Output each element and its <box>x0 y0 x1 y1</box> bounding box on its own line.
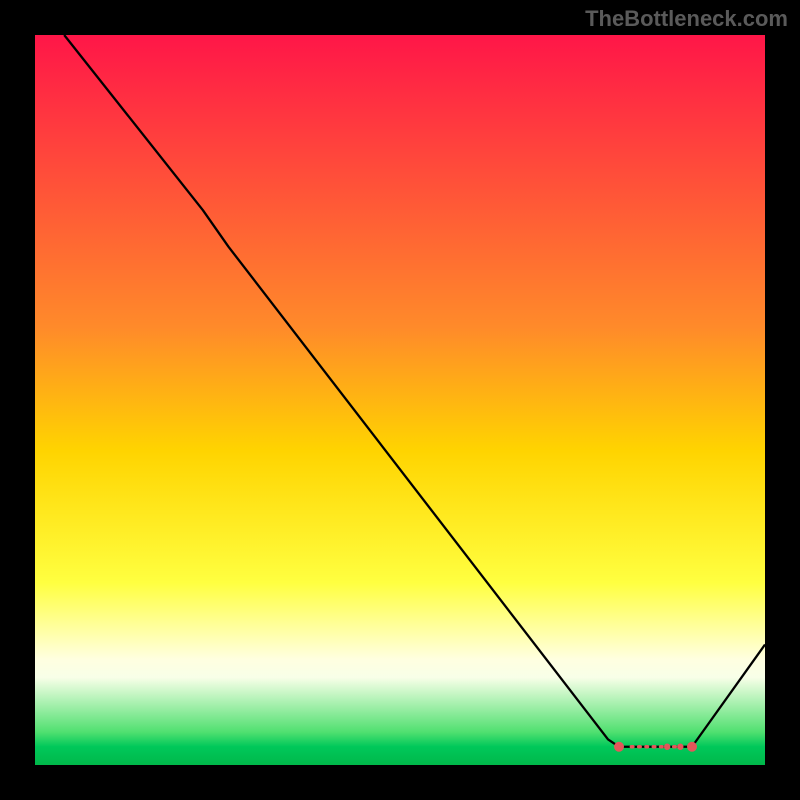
plot-svg <box>35 35 765 765</box>
watermark-text: TheBottleneck.com <box>585 6 788 32</box>
gradient-background <box>35 35 765 765</box>
marker-dot <box>664 744 670 750</box>
marker-dash <box>637 745 642 749</box>
marker-dot <box>677 744 683 750</box>
chart-container: TheBottleneck.com <box>0 0 800 800</box>
marker-endpoint <box>687 742 697 752</box>
marker-dash <box>644 745 649 749</box>
marker-dash <box>659 745 664 749</box>
marker-dash <box>630 745 635 749</box>
plot-area <box>35 35 765 765</box>
marker-endpoint <box>614 742 624 752</box>
marker-dash <box>652 745 657 749</box>
marker-dash <box>672 745 677 749</box>
